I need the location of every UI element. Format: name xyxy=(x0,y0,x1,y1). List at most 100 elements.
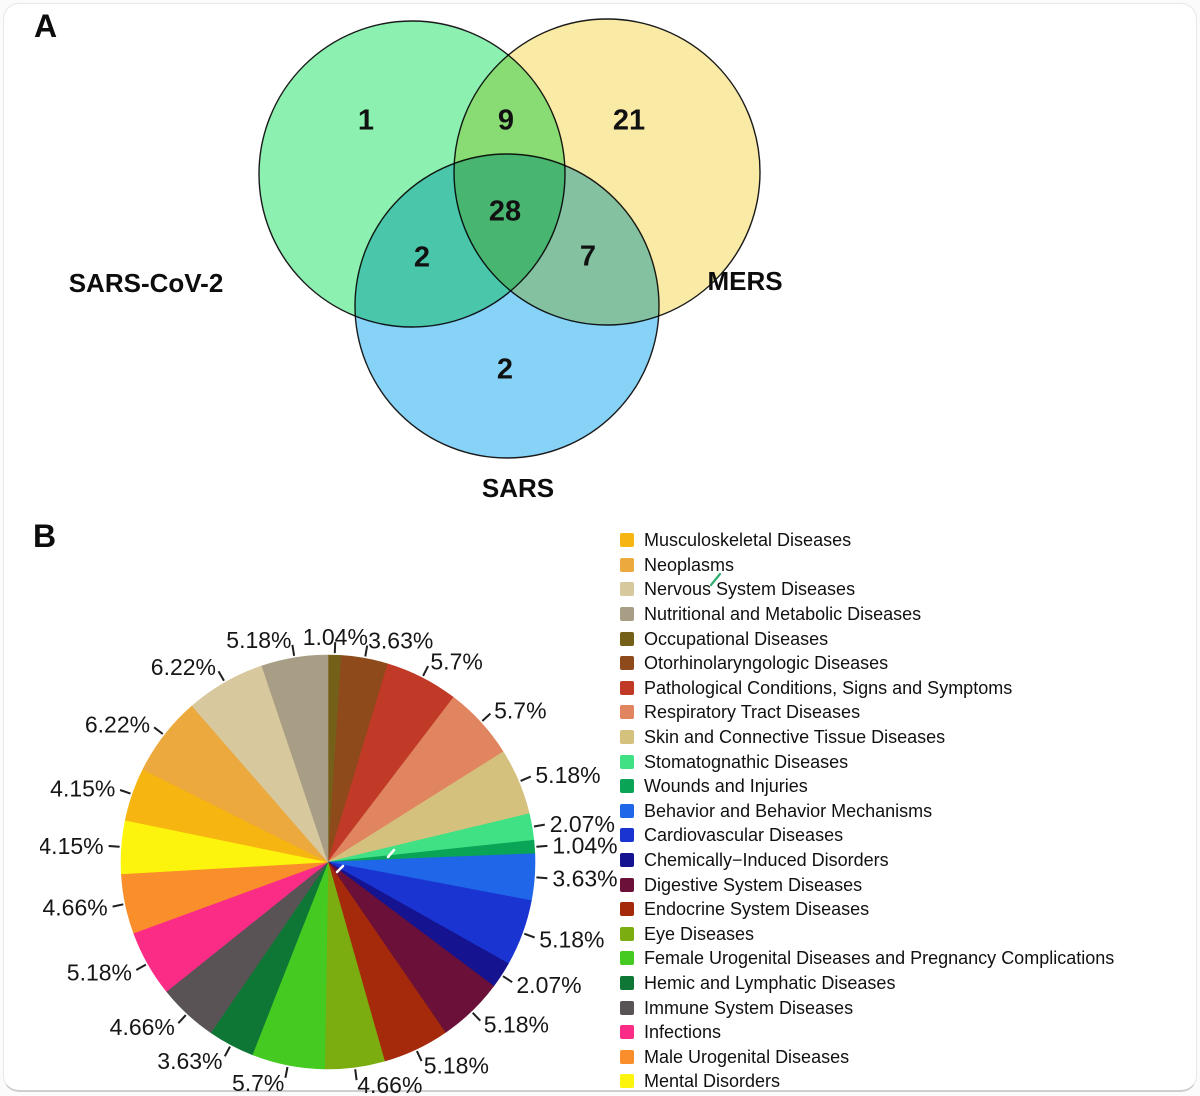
legend-swatch xyxy=(620,1025,634,1040)
legend-swatch xyxy=(620,1000,634,1015)
pie-tick xyxy=(533,823,545,828)
pie-percent-label: 2.07% xyxy=(516,972,581,998)
legend-item: Nutritional and Metabolic Diseases xyxy=(620,602,1114,627)
pie-tick xyxy=(112,903,124,908)
legend-label: Occupational Diseases xyxy=(644,628,829,649)
legend-swatch xyxy=(620,951,634,966)
venn-set-label-mers: MERS xyxy=(707,266,783,296)
legend-item: Skin and Connective Tissue Diseases xyxy=(620,725,1114,750)
legend-label: Immune System Diseases xyxy=(644,997,854,1018)
legend-label: Hemic and Lymphatic Diseases xyxy=(644,972,896,993)
legend-swatch xyxy=(620,803,634,818)
legend-label: Pathological Conditions, Signs and Sympt… xyxy=(644,677,1013,698)
pie-tick xyxy=(536,844,548,848)
venn-count-sars-cov-2-only: 1 xyxy=(357,104,375,137)
pie-tick xyxy=(135,963,147,971)
pie-artifact-mark xyxy=(386,848,396,859)
pie-percent-label: 4.15% xyxy=(40,833,104,859)
legend-label: Nutritional and Metabolic Diseases xyxy=(644,604,922,625)
pie-percent-label: 5.18% xyxy=(535,762,600,788)
legend-label: Infections xyxy=(644,1022,722,1043)
legend-item: Male Urogenital Diseases xyxy=(620,1044,1114,1069)
legend-swatch xyxy=(620,877,634,892)
legend-item: Infections xyxy=(620,1020,1114,1045)
legend-swatch xyxy=(620,730,634,745)
legend-item: Respiratory Tract Diseases xyxy=(620,700,1114,725)
pie-tick xyxy=(284,1066,289,1078)
legend-item: Chemically−Induced Disorders xyxy=(620,848,1114,873)
legend-swatch xyxy=(620,680,634,695)
legend-swatch xyxy=(620,705,634,720)
pie-percent-label: 3.63% xyxy=(552,866,617,892)
pie-percent-label: 5.18% xyxy=(424,1053,489,1079)
pie-percent-label: 4.15% xyxy=(50,775,115,801)
panel-a-letter: A xyxy=(34,8,58,44)
legend-item: Cardiovascular Diseases xyxy=(620,823,1114,848)
pie-tick xyxy=(481,712,492,722)
legend-label: Endocrine System Diseases xyxy=(644,899,870,920)
legend-swatch xyxy=(620,582,634,597)
pie-artifact-mark xyxy=(335,864,345,874)
pie-percent-label: 5.18% xyxy=(67,960,132,986)
legend-item: Female Urogenital Diseases and Pregnancy… xyxy=(620,946,1114,971)
legend-label: Chemically−Induced Disorders xyxy=(644,850,889,871)
pie-chart: 1.04% 3.63%5.7%5.7%5.18%2.07%1.04%3.63%5.… xyxy=(40,624,618,1096)
pie-tick xyxy=(364,645,369,657)
pie-tick xyxy=(291,644,296,656)
legend-swatch xyxy=(620,926,634,941)
legend-label: Wounds and Injuries xyxy=(644,776,808,797)
pie-percent-label: 4.66% xyxy=(110,1014,175,1040)
legend-item: Neoplasms xyxy=(620,553,1114,578)
pie-tick xyxy=(536,876,548,880)
venn-count-sars-only: 2 xyxy=(496,353,514,386)
pie-percent-label: 6.22% xyxy=(151,654,216,680)
legend-item: Digestive System Diseases xyxy=(620,872,1114,897)
legend-item: Otorhinolaryngologic Diseases xyxy=(620,651,1114,676)
venn-set-label-sars: SARS xyxy=(481,473,555,503)
legend-swatch xyxy=(620,779,634,794)
pie-slice xyxy=(261,654,329,863)
pie-percent-label: 3.63% xyxy=(368,628,433,654)
legend-swatch xyxy=(620,557,634,572)
legend-item: Nervous System Diseases xyxy=(620,577,1114,602)
legend-item: Occupational Diseases xyxy=(620,626,1114,651)
pie-percent-label: 5.7% xyxy=(430,649,482,675)
pie-tick xyxy=(422,665,429,677)
legend-label: Female Urogenital Diseases and Pregnancy… xyxy=(644,948,1115,969)
pie-tick xyxy=(217,670,225,682)
pie-tick xyxy=(153,726,164,735)
legend-label: Otorhinolaryngologic Diseases xyxy=(644,653,889,674)
legend-swatch xyxy=(620,1074,634,1089)
pie-tick xyxy=(177,1014,187,1024)
pie-percent-label: 5.18% xyxy=(484,1011,549,1037)
pie-percent-label: 1.04% xyxy=(552,833,617,859)
pie-tick xyxy=(354,1069,358,1081)
legend-label: Stomatognathic Diseases xyxy=(644,751,849,772)
pie-percent-label: 4.66% xyxy=(357,1072,422,1096)
pie-tick xyxy=(523,932,535,939)
legend-swatch xyxy=(620,656,634,671)
legend-label: Respiratory Tract Diseases xyxy=(644,702,861,723)
venn-diagram xyxy=(258,18,761,459)
legend-item: Endocrine System Diseases xyxy=(620,897,1114,922)
pie-tick xyxy=(471,1012,482,1022)
venn-count-mers-only: 21 xyxy=(612,104,646,137)
pie-tick xyxy=(223,1046,231,1057)
pie-percent-label: 1.04% xyxy=(303,624,368,650)
pie-tick xyxy=(108,845,120,848)
legend-swatch xyxy=(620,607,634,622)
venn-count-all-three: 28 xyxy=(488,195,522,228)
legend-item: Wounds and Injuries xyxy=(620,774,1114,799)
pie-percent-label: 5.18% xyxy=(539,926,604,952)
pie-percent-label: 2.07% xyxy=(550,811,615,837)
legend-swatch xyxy=(620,1049,634,1064)
venn-count-sarscov2-sars: 2 xyxy=(413,241,431,274)
legend-label: Nervous System Diseases xyxy=(644,579,856,600)
legend-label: Skin and Connective Tissue Diseases xyxy=(644,727,946,748)
legend-label: Behavior and Behavior Mechanisms xyxy=(644,800,933,821)
pie-percent-label: 6.22% xyxy=(85,711,150,737)
legend-swatch xyxy=(620,754,634,769)
legend-item: Behavior and Behavior Mechanisms xyxy=(620,799,1114,824)
pie-percent-label: 3.63% xyxy=(157,1048,222,1074)
